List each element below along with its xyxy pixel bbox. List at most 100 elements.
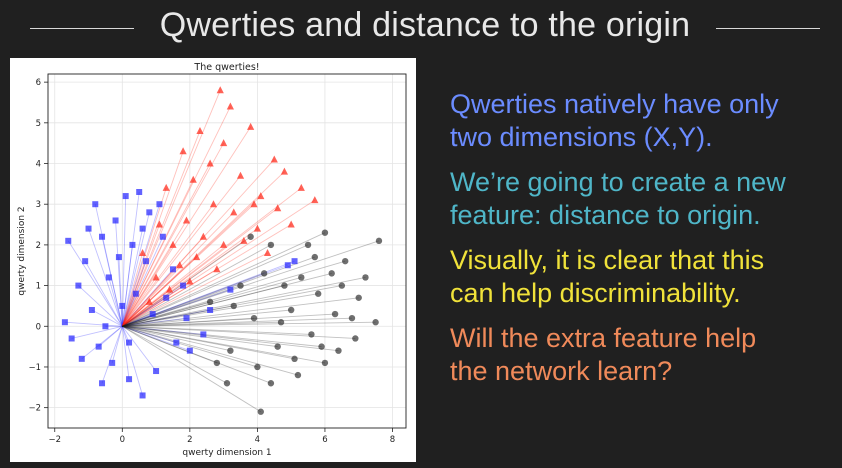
circle-point	[281, 282, 288, 289]
origin-line	[108, 277, 123, 327]
origin-line	[122, 313, 336, 327]
origin-line	[122, 187, 302, 327]
origin-line	[121, 236, 164, 327]
square-point	[99, 380, 106, 387]
origin-line	[122, 289, 231, 327]
origin-line	[111, 326, 123, 364]
circle-point	[308, 331, 315, 338]
y-axis-label: qwerty dimension 2	[17, 206, 27, 295]
square-point	[68, 335, 75, 342]
square-point	[186, 347, 193, 354]
square-point	[129, 241, 136, 248]
y-tick-label: 2	[36, 241, 41, 251]
square-point	[173, 339, 180, 346]
circle-point	[331, 310, 339, 318]
origin-line	[122, 297, 167, 327]
circle-point	[342, 257, 349, 265]
slide-title: Qwerties and distance to the origin	[159, 6, 691, 44]
origin-line	[121, 326, 143, 396]
square-point	[227, 286, 234, 293]
square-point	[291, 258, 298, 265]
triangle-point	[182, 216, 191, 224]
origin-line	[122, 199, 316, 327]
origin-line	[94, 204, 123, 327]
circle-point	[294, 371, 302, 379]
circle-point	[321, 229, 329, 236]
bullet-list: Qwerties natively have only two dimension…	[450, 88, 842, 400]
triangle-point	[220, 139, 228, 147]
square-point	[75, 282, 82, 289]
origin-line	[122, 281, 191, 327]
origin-line	[121, 163, 211, 327]
origin-line	[121, 269, 174, 327]
square-point	[85, 225, 92, 232]
origin-line	[78, 285, 123, 327]
bullet-line: Visually, it is clear that this	[450, 245, 765, 275]
circle-point	[267, 380, 275, 387]
circle-point	[237, 282, 244, 289]
origin-line	[122, 232, 326, 327]
triangle-point	[193, 253, 201, 261]
circle-point	[257, 408, 264, 415]
square-point	[88, 307, 95, 313]
square-point	[169, 266, 176, 273]
bullet-3: Visually, it is clear that this can help …	[450, 244, 842, 310]
triangle-point	[297, 183, 305, 191]
y-tick-label: 5	[36, 119, 41, 129]
origin-line	[121, 326, 157, 372]
origin-line	[121, 106, 231, 327]
square-point	[207, 307, 214, 313]
origin-line	[122, 285, 241, 327]
origin-line	[122, 277, 366, 327]
bullet-line: the network learn?	[450, 356, 673, 386]
square-point	[61, 319, 68, 326]
origin-line	[121, 142, 225, 327]
square-point	[65, 237, 72, 244]
origin-line	[121, 264, 181, 327]
origin-line	[122, 224, 292, 327]
triangle-point	[176, 261, 184, 269]
square-point	[82, 258, 89, 265]
y-tick-label: 1	[36, 282, 41, 292]
origin-line	[122, 293, 319, 327]
origin-line	[122, 317, 352, 327]
square-point	[78, 355, 85, 362]
origin-line	[122, 317, 255, 327]
origin-line	[121, 212, 235, 327]
origin-line	[122, 207, 278, 327]
square-point	[284, 262, 291, 269]
circle-point	[348, 314, 356, 322]
square-point	[139, 225, 146, 232]
circle-point	[206, 298, 214, 306]
square-point	[136, 189, 143, 195]
origin-line	[122, 325, 258, 368]
square-point	[139, 392, 146, 399]
square-point	[180, 282, 187, 289]
bullet-line: feature: distance to origin.	[450, 200, 761, 230]
square-point	[92, 201, 99, 208]
bullet-line: Qwerties natively have only	[450, 89, 779, 119]
circle-point	[321, 359, 329, 367]
x-tick-label: −2	[48, 435, 61, 445]
triangle-point	[270, 155, 278, 163]
square-point	[112, 217, 119, 224]
circle-point	[223, 380, 231, 387]
square-point	[159, 233, 166, 240]
bullet-line: We’re going to create a new	[450, 167, 786, 197]
origin-line	[122, 325, 356, 339]
x-tick-label: 2	[187, 435, 192, 445]
triangle-point	[274, 204, 282, 212]
triangle-point	[226, 102, 234, 110]
square-point	[122, 193, 129, 200]
origin-line	[122, 321, 282, 327]
origin-line	[67, 240, 123, 327]
origin-line	[122, 305, 234, 327]
square-point	[132, 290, 139, 297]
triangle-point	[280, 167, 289, 175]
triangle-point	[213, 265, 221, 273]
triangle-point	[230, 208, 238, 216]
y-tick-label: −2	[28, 404, 41, 414]
scatter-chart: −2 0 2 4 6 8 −2 −1 0 1 2 3 4 5 6 The qwerties! qwerty di…	[17, 62, 407, 458]
origin-line	[122, 260, 346, 327]
origin-line	[98, 325, 123, 347]
